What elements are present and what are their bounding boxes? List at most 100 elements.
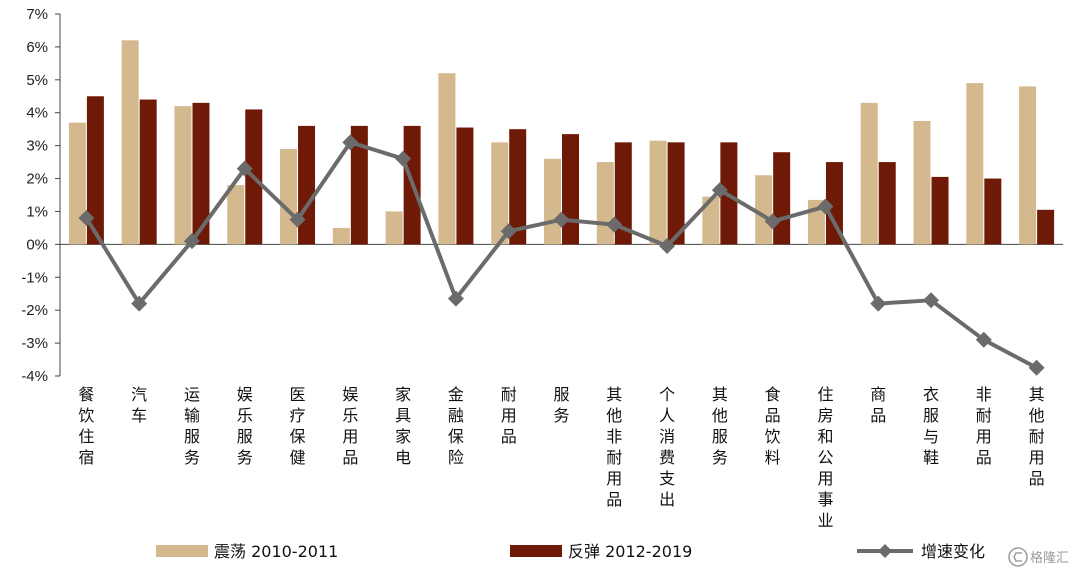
category-label: 衣服与鞋	[923, 385, 939, 467]
change-point-marker	[659, 238, 676, 255]
bar-rebound	[878, 162, 896, 245]
watermark: 格隆汇	[1008, 547, 1069, 567]
legend-label-change: 增速变化	[921, 542, 985, 561]
y-axis: 7% 6% 5% 4% 3% 2% 1% 0% -1% -2% -3% -4%	[21, 6, 1063, 385]
category-label: 商品	[870, 385, 886, 425]
y-tick-label: 3%	[26, 138, 48, 155]
category-label: 耐用品	[501, 385, 517, 446]
category-label: 其他耐用品	[1029, 385, 1045, 488]
change-point-marker	[1028, 359, 1045, 376]
change-point-marker	[183, 233, 200, 250]
y-tick-label: -2%	[21, 302, 48, 319]
bar-rebound	[509, 129, 527, 245]
y-tick-label: 2%	[26, 171, 48, 188]
bar-shock	[860, 102, 878, 245]
y-tick-label: 5%	[26, 72, 48, 89]
bar-shock	[438, 73, 456, 245]
category-label: 家具家电	[395, 385, 411, 467]
bar-shock	[755, 175, 773, 245]
change-point-marker	[78, 210, 95, 227]
category-label: 服务	[553, 385, 569, 425]
bar-shock	[121, 40, 139, 245]
bar-shock	[913, 120, 931, 245]
bar-shock	[596, 162, 614, 245]
y-tick-label: 6%	[26, 39, 48, 56]
change-point-marker	[606, 216, 623, 233]
category-label: 其他非耐用品	[606, 385, 622, 509]
y-tick-label: 7%	[26, 6, 48, 23]
legend-marker-change	[878, 544, 892, 558]
change-point-marker	[342, 134, 359, 151]
bar-shock	[385, 211, 403, 245]
change-point-marker	[817, 198, 834, 215]
category-label: 运输服务	[184, 385, 200, 467]
y-tick-label: 4%	[26, 105, 48, 122]
y-tick-label: -3%	[21, 335, 48, 352]
bar-rebound	[614, 142, 632, 245]
category-label: 金融保险	[448, 385, 464, 467]
category-label: 食品饮料	[765, 385, 781, 467]
change-point-marker	[870, 295, 887, 312]
bar-rebound	[773, 152, 791, 245]
legend-label-shock: 震荡 2010-2011	[214, 542, 338, 561]
category-label: 餐饮住宿	[78, 385, 94, 467]
bar-shock	[280, 148, 298, 245]
bar-rebound	[298, 125, 316, 245]
change-point-marker	[975, 331, 992, 348]
change-point-marker	[923, 292, 940, 309]
category-label: 娱乐用品	[342, 385, 358, 467]
bar-shock	[544, 158, 561, 245]
change-point-marker	[131, 295, 148, 312]
bar-rebound	[456, 127, 474, 245]
change-point-marker	[764, 213, 781, 230]
change-point-marker	[236, 160, 253, 177]
change-point-marker	[395, 150, 412, 167]
change-point-marker	[711, 182, 728, 199]
bar-shock	[649, 140, 667, 245]
category-label: 其他服务	[712, 385, 728, 467]
bar-rebound	[931, 176, 949, 245]
bar-rebound	[350, 125, 368, 245]
bar-shock	[332, 227, 350, 245]
y-tick-label: 0%	[26, 236, 48, 253]
bar-shock	[68, 122, 86, 245]
bar-rebound	[192, 102, 210, 245]
bar-shock	[227, 185, 245, 245]
watermark-text: 格隆汇	[1030, 550, 1069, 566]
bar-rebound	[1037, 209, 1055, 245]
y-tick-label: 1%	[26, 203, 48, 220]
legend: 震荡 2010-2011 反弹 2012-2019 增速变化	[156, 542, 985, 561]
category-labels: 餐饮住宿 汽车 运输服务 娱乐服务 医疗保健 娱乐用品 家具家电 金融保险 耐用品 服务 其他非耐用…	[78, 385, 1044, 530]
change-line-series	[78, 134, 1045, 376]
category-label: 汽车	[131, 385, 147, 425]
y-tick-label: -4%	[21, 368, 48, 385]
bar-rebound	[562, 134, 579, 245]
change-point-marker	[500, 223, 517, 240]
change-point-marker	[289, 211, 306, 228]
category-label: 个人消费支出	[659, 385, 675, 509]
bar-rebound	[984, 178, 1002, 245]
bars	[68, 40, 1055, 245]
bar-shock	[491, 142, 509, 245]
glh-logo-icon	[1008, 547, 1028, 567]
bar-rebound	[139, 99, 157, 245]
bar-rebound	[667, 142, 685, 245]
bar-rebound	[825, 162, 843, 245]
legend-swatch-shock	[156, 545, 208, 557]
bar-shock	[1019, 86, 1037, 245]
bar-shock	[174, 106, 192, 245]
legend-label-rebound: 反弹 2012-2019	[568, 542, 692, 561]
change-point-marker	[447, 290, 464, 307]
category-label: 医疗保健	[290, 385, 306, 467]
bar-rebound	[86, 96, 104, 245]
glh-logo-mark	[1013, 552, 1022, 562]
category-label: 娱乐服务	[237, 385, 253, 467]
y-tick-label: -1%	[21, 269, 48, 286]
bar-shock	[966, 83, 984, 245]
category-label: 非耐用品	[976, 385, 992, 467]
legend-swatch-rebound	[510, 545, 562, 557]
change-point-marker	[553, 211, 570, 228]
bar-shock	[702, 196, 720, 245]
category-label: 住房和公用事业	[817, 385, 833, 530]
